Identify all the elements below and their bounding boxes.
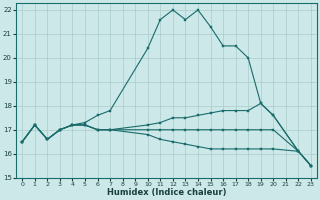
- X-axis label: Humidex (Indice chaleur): Humidex (Indice chaleur): [107, 188, 226, 197]
